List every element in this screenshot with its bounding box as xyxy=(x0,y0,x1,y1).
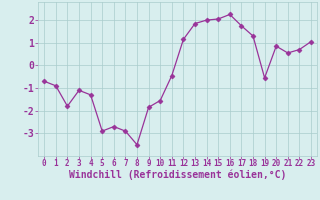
X-axis label: Windchill (Refroidissement éolien,°C): Windchill (Refroidissement éolien,°C) xyxy=(69,169,286,180)
